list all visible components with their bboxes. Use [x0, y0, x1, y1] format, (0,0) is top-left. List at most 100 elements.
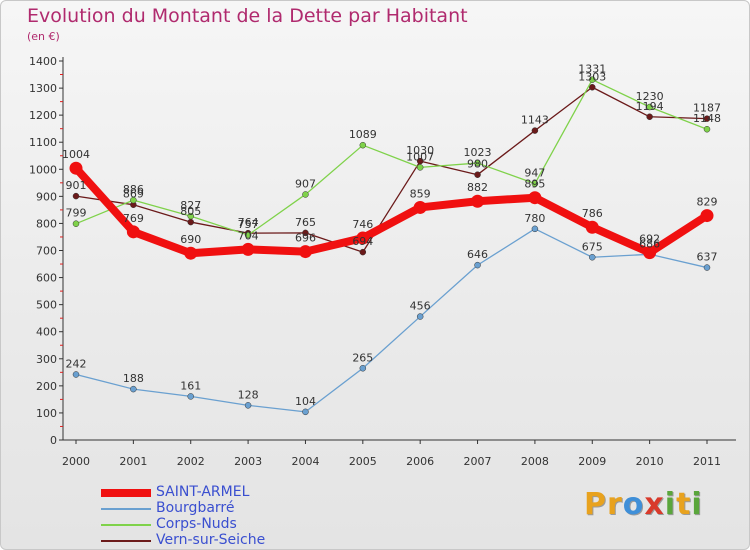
y-tick-label: 600 [36, 272, 57, 285]
data-label-corps-nuds: 1148 [693, 112, 721, 125]
data-point-saint-armel [184, 246, 198, 260]
data-label-saint-armel: 690 [180, 233, 201, 246]
data-label-bourgbarr-: 456 [410, 300, 431, 313]
data-label-bourgbarr-: 128 [238, 388, 259, 401]
data-label-vern-sur-seiche: 869 [123, 188, 144, 201]
series-line-bourgbarr- [75, 228, 708, 413]
legend-label: SAINT-ARMEL [156, 484, 250, 500]
chart-unit: (en €) [27, 30, 60, 43]
data-label-bourgbarr-: 161 [180, 379, 201, 392]
data-point-saint-armel [356, 231, 370, 245]
data-point-vern-sur-seiche [531, 127, 539, 134]
logo-letter: i [664, 487, 677, 522]
data-label-vern-sur-seiche: 980 [467, 158, 488, 171]
data-label-bourgbarr-: 242 [66, 357, 87, 370]
y-tick-label: 1300 [29, 82, 57, 95]
data-label-corps-nuds: 1331 [578, 63, 606, 76]
data-label-saint-armel: 882 [467, 181, 488, 194]
data-label-saint-armel: 786 [582, 207, 603, 220]
data-point-corps-nuds [416, 164, 424, 171]
data-label-saint-armel: 704 [238, 229, 259, 242]
data-label-corps-nuds: 1230 [636, 90, 664, 103]
chart-lines [69, 76, 714, 416]
data-point-vern-sur-seiche [187, 218, 194, 226]
data-label-vern-sur-seiche: 764 [238, 216, 259, 229]
data-label-saint-armel: 1004 [62, 148, 90, 161]
data-label-bourgbarr-: 780 [524, 212, 545, 225]
data-label-corps-nuds: 799 [66, 207, 87, 220]
logo-letter: r [607, 487, 623, 522]
x-tick-label: 2011 [693, 455, 721, 468]
data-label-vern-sur-seiche: 805 [180, 205, 201, 218]
data-point-vern-sur-seiche [359, 248, 367, 256]
data-point-saint-armel [585, 220, 599, 234]
legend-label: Bourgbarré [156, 500, 235, 516]
y-tick-label: 400 [36, 326, 57, 339]
data-point-corps-nuds [531, 180, 539, 187]
data-point-corps-nuds [703, 125, 711, 133]
y-tick-label: 900 [36, 190, 57, 203]
logo-letter: P [584, 487, 607, 522]
data-label-vern-sur-seiche: 765 [295, 216, 316, 229]
data-point-saint-armel [126, 225, 140, 239]
data-point-saint-armel [413, 200, 427, 214]
x-tick-label: 2010 [636, 455, 664, 468]
data-label-bourgbarr-: 104 [295, 395, 316, 408]
x-tick-label: 2009 [578, 455, 606, 468]
data-label-vern-sur-seiche: 694 [352, 235, 373, 248]
legend-swatch [101, 508, 151, 510]
proxiti-logo: Proxiti [584, 487, 703, 522]
data-label-bourgbarr-: 265 [352, 351, 373, 364]
x-tick-label: 2006 [406, 455, 434, 468]
data-label-bourgbarr-: 686 [639, 237, 660, 250]
data-point-saint-armel [69, 161, 83, 175]
data-label-saint-armel: 895 [524, 178, 545, 191]
data-point-vern-sur-seiche [589, 84, 596, 91]
logo-letter: x [644, 487, 665, 522]
legend-swatch [101, 540, 151, 542]
data-point-bourgbarr- [244, 402, 252, 409]
logo-letter: t [676, 487, 692, 522]
y-tick-label: 1400 [29, 55, 57, 68]
series-line-vern-sur-seiche [75, 86, 708, 253]
data-label-corps-nuds: 1023 [464, 146, 492, 159]
chart-axes: 0 100 200 300 400 500 600 700 800 900 1000 1100 1200… [29, 55, 736, 468]
data-point-corps-nuds [359, 141, 367, 149]
data-label-vern-sur-seiche: 1030 [406, 144, 434, 157]
x-tick-label: 2000 [62, 455, 90, 468]
data-point-bourgbarr- [531, 225, 539, 233]
data-label-corps-nuds: 1089 [349, 128, 377, 141]
data-point-bourgbarr- [130, 385, 137, 393]
data-point-saint-armel [700, 209, 714, 223]
x-tick-label: 2003 [234, 455, 262, 468]
data-point-corps-nuds [302, 191, 309, 198]
x-tick-label: 2005 [349, 455, 377, 468]
data-label-saint-armel: 829 [697, 196, 718, 209]
data-point-corps-nuds [130, 196, 137, 204]
data-point-bourgbarr- [72, 371, 80, 378]
data-point-vern-sur-seiche [474, 171, 481, 178]
data-point-corps-nuds [646, 103, 653, 111]
data-point-corps-nuds [244, 231, 252, 239]
y-tick-label: 200 [36, 380, 57, 393]
data-label-bourgbarr-: 675 [582, 240, 603, 253]
data-point-bourgbarr- [474, 261, 481, 269]
x-tick-label: 2004 [291, 455, 319, 468]
y-tick-label: 1200 [29, 109, 57, 122]
series-line-saint-armel [72, 164, 711, 258]
data-label-saint-armel: 692 [639, 233, 660, 246]
legend-swatch [101, 524, 151, 526]
data-label-saint-armel: 696 [295, 232, 316, 245]
data-point-saint-armel [528, 191, 542, 205]
data-label-vern-sur-seiche: 901 [66, 179, 87, 192]
y-tick-label: 1100 [29, 136, 57, 149]
data-point-vern-sur-seiche [302, 229, 309, 237]
y-tick-label: 500 [36, 299, 57, 312]
data-point-corps-nuds [589, 76, 596, 83]
data-label-corps-nuds: 1007 [406, 150, 434, 163]
data-label-bourgbarr-: 637 [697, 251, 718, 264]
data-label-saint-armel: 746 [352, 218, 373, 231]
data-point-bourgbarr- [187, 393, 194, 400]
